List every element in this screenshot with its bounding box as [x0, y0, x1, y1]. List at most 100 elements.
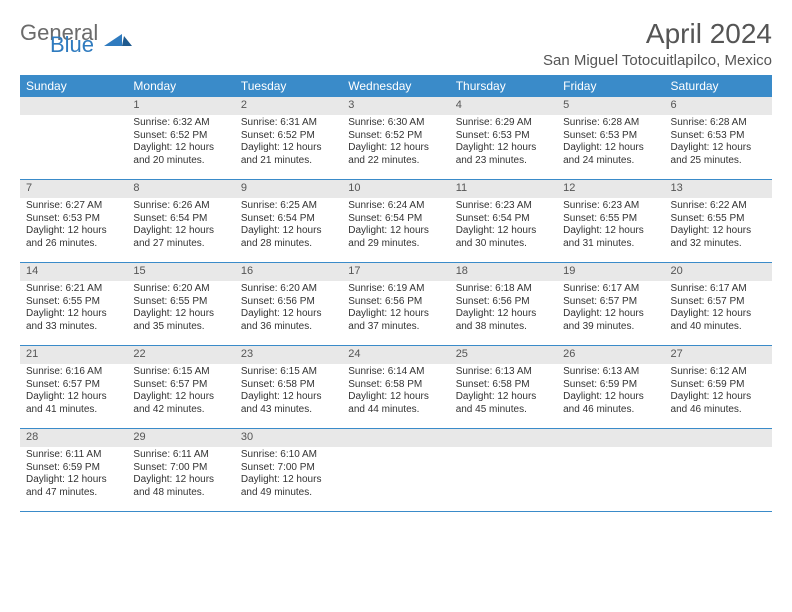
brand-text-group: General Blue: [20, 22, 98, 56]
sunrise-line: Sunrise: 6:28 AM: [671, 117, 766, 130]
sunset-line: Sunset: 6:55 PM: [671, 213, 766, 226]
daylight-line: Daylight: 12 hours and 24 minutes.: [563, 142, 658, 167]
day-body: Sunrise: 6:24 AMSunset: 6:54 PMDaylight:…: [342, 198, 449, 254]
sunset-line: Sunset: 6:53 PM: [26, 213, 121, 226]
day-body: Sunrise: 6:26 AMSunset: 6:54 PMDaylight:…: [127, 198, 234, 254]
daylight-line: Daylight: 12 hours and 20 minutes.: [133, 142, 228, 167]
day-body: Sunrise: 6:14 AMSunset: 6:58 PMDaylight:…: [342, 364, 449, 420]
day-number: 30: [235, 429, 342, 447]
day-number: [665, 429, 772, 447]
day-number: 8: [127, 180, 234, 198]
day-cell: 12Sunrise: 6:23 AMSunset: 6:55 PMDayligh…: [557, 180, 664, 262]
day-number: 20: [665, 263, 772, 281]
sunset-line: Sunset: 6:59 PM: [563, 379, 658, 392]
sunrise-line: Sunrise: 6:15 AM: [133, 366, 228, 379]
day-cell: 4 Sunrise: 6:29 AMSunset: 6:53 PMDaylight…: [450, 97, 557, 179]
day-header-tue: Tuesday: [235, 75, 342, 97]
day-cell: 21Sunrise: 6:16 AMSunset: 6:57 PMDayligh…: [20, 346, 127, 428]
sunset-line: Sunset: 6:57 PM: [671, 296, 766, 309]
daylight-line: Daylight: 12 hours and 35 minutes.: [133, 308, 228, 333]
header-row: General Blue April 2024 San Miguel Totoc…: [20, 18, 772, 69]
day-cell: 29Sunrise: 6:11 AMSunset: 7:00 PMDayligh…: [127, 429, 234, 511]
sunset-line: Sunset: 6:54 PM: [348, 213, 443, 226]
day-cell: 18Sunrise: 6:18 AMSunset: 6:56 PMDayligh…: [450, 263, 557, 345]
day-header-sun: Sunday: [20, 75, 127, 97]
week-row: 14Sunrise: 6:21 AMSunset: 6:55 PMDayligh…: [20, 263, 772, 346]
sunset-line: Sunset: 6:53 PM: [563, 130, 658, 143]
day-body: Sunrise: 6:13 AMSunset: 6:58 PMDaylight:…: [450, 364, 557, 420]
daylight-line: Daylight: 12 hours and 38 minutes.: [456, 308, 551, 333]
day-body: Sunrise: 6:12 AMSunset: 6:59 PMDaylight:…: [665, 364, 772, 420]
day-number: 3: [342, 97, 449, 115]
sunset-line: Sunset: 6:59 PM: [671, 379, 766, 392]
day-cell: 28Sunrise: 6:11 AMSunset: 6:59 PMDayligh…: [20, 429, 127, 511]
sunset-line: Sunset: 6:58 PM: [456, 379, 551, 392]
brand-logo: General Blue: [20, 18, 132, 56]
day-header-mon: Monday: [127, 75, 234, 97]
day-cell: 19Sunrise: 6:17 AMSunset: 6:57 PMDayligh…: [557, 263, 664, 345]
sunset-line: Sunset: 6:53 PM: [456, 130, 551, 143]
sunrise-line: Sunrise: 6:23 AM: [456, 200, 551, 213]
day-body: Sunrise: 6:21 AMSunset: 6:55 PMDaylight:…: [20, 281, 127, 337]
sunrise-line: Sunrise: 6:29 AM: [456, 117, 551, 130]
sunset-line: Sunset: 6:57 PM: [133, 379, 228, 392]
day-number: 5: [557, 97, 664, 115]
day-cell: 17Sunrise: 6:19 AMSunset: 6:56 PMDayligh…: [342, 263, 449, 345]
day-number: 6: [665, 97, 772, 115]
day-number: 10: [342, 180, 449, 198]
day-cell: 20Sunrise: 6:17 AMSunset: 6:57 PMDayligh…: [665, 263, 772, 345]
day-number: 11: [450, 180, 557, 198]
day-number: 26: [557, 346, 664, 364]
daylight-line: Daylight: 12 hours and 39 minutes.: [563, 308, 658, 333]
day-cell: 7Sunrise: 6:27 AMSunset: 6:53 PMDaylight…: [20, 180, 127, 262]
day-body: Sunrise: 6:20 AMSunset: 6:55 PMDaylight:…: [127, 281, 234, 337]
day-body: Sunrise: 6:17 AMSunset: 6:57 PMDaylight:…: [665, 281, 772, 337]
daylight-line: Daylight: 12 hours and 27 minutes.: [133, 225, 228, 250]
sunset-line: Sunset: 6:58 PM: [348, 379, 443, 392]
sunrise-line: Sunrise: 6:27 AM: [26, 200, 121, 213]
daylight-line: Daylight: 12 hours and 40 minutes.: [671, 308, 766, 333]
sunrise-line: Sunrise: 6:17 AM: [671, 283, 766, 296]
sunset-line: Sunset: 6:55 PM: [563, 213, 658, 226]
day-number: 21: [20, 346, 127, 364]
day-cell: [342, 429, 449, 511]
day-body: Sunrise: 6:31 AMSunset: 6:52 PMDaylight:…: [235, 115, 342, 171]
day-body: Sunrise: 6:27 AMSunset: 6:53 PMDaylight:…: [20, 198, 127, 254]
daylight-line: Daylight: 12 hours and 37 minutes.: [348, 308, 443, 333]
day-number: 13: [665, 180, 772, 198]
day-cell: 9Sunrise: 6:25 AMSunset: 6:54 PMDaylight…: [235, 180, 342, 262]
sunset-line: Sunset: 6:53 PM: [671, 130, 766, 143]
sunrise-line: Sunrise: 6:15 AM: [241, 366, 336, 379]
day-number: 27: [665, 346, 772, 364]
sunset-line: Sunset: 6:55 PM: [26, 296, 121, 309]
day-body: Sunrise: 6:23 AMSunset: 6:55 PMDaylight:…: [557, 198, 664, 254]
sunset-line: Sunset: 6:59 PM: [26, 462, 121, 475]
sunrise-line: Sunrise: 6:14 AM: [348, 366, 443, 379]
location-label: San Miguel Totocuitlapilco, Mexico: [543, 52, 772, 69]
sunrise-line: Sunrise: 6:10 AM: [241, 449, 336, 462]
day-cell: 24Sunrise: 6:14 AMSunset: 6:58 PMDayligh…: [342, 346, 449, 428]
day-cell: 27Sunrise: 6:12 AMSunset: 6:59 PMDayligh…: [665, 346, 772, 428]
day-cell: 23Sunrise: 6:15 AMSunset: 6:58 PMDayligh…: [235, 346, 342, 428]
day-number: 9: [235, 180, 342, 198]
day-cell: [20, 97, 127, 179]
day-cell: 10Sunrise: 6:24 AMSunset: 6:54 PMDayligh…: [342, 180, 449, 262]
sunrise-line: Sunrise: 6:17 AM: [563, 283, 658, 296]
sunrise-line: Sunrise: 6:12 AM: [671, 366, 766, 379]
day-number: 1: [127, 97, 234, 115]
day-cell: 5Sunrise: 6:28 AMSunset: 6:53 PMDaylight…: [557, 97, 664, 179]
week-row: 7Sunrise: 6:27 AMSunset: 6:53 PMDaylight…: [20, 180, 772, 263]
daylight-line: Daylight: 12 hours and 23 minutes.: [456, 142, 551, 167]
day-body: [665, 447, 772, 507]
sunrise-line: Sunrise: 6:24 AM: [348, 200, 443, 213]
day-body: Sunrise: 6:11 AMSunset: 7:00 PMDaylight:…: [127, 447, 234, 503]
brand-part2: Blue: [50, 34, 98, 56]
sunrise-line: Sunrise: 6:25 AM: [241, 200, 336, 213]
daylight-line: Daylight: 12 hours and 26 minutes.: [26, 225, 121, 250]
day-number: 4: [450, 97, 557, 115]
day-number: 15: [127, 263, 234, 281]
sunset-line: Sunset: 6:56 PM: [456, 296, 551, 309]
sunset-line: Sunset: 6:52 PM: [241, 130, 336, 143]
day-number: 22: [127, 346, 234, 364]
daylight-line: Daylight: 12 hours and 31 minutes.: [563, 225, 658, 250]
